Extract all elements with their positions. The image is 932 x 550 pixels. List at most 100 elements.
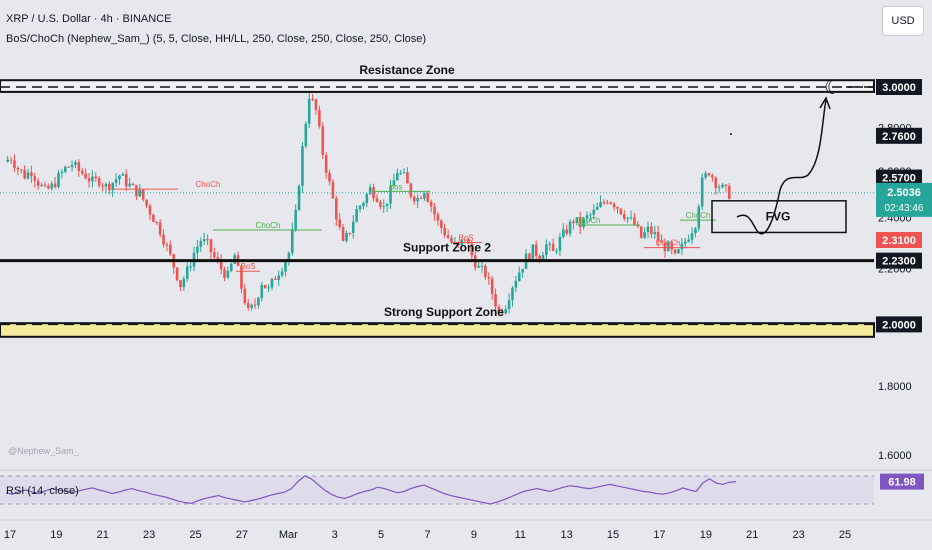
candle-body: [30, 172, 33, 177]
candle-body: [124, 174, 128, 187]
chart-pane[interactable]: [0, 0, 874, 470]
candle-body: [616, 207, 619, 209]
candle-body: [372, 187, 375, 199]
candle-body: [43, 184, 47, 186]
candle-body: [104, 183, 108, 187]
candle-body: [64, 166, 67, 172]
candle-body: [348, 232, 352, 234]
candle-body: [91, 176, 94, 182]
stray-dot: [730, 133, 732, 135]
candle-body: [9, 159, 13, 161]
candle-body: [74, 162, 77, 166]
candle-body: [575, 217, 579, 224]
candle-body: [155, 221, 159, 223]
structure-labels: ChoCh ChoCh BoS bos BoS ChoCh ChoCh ChoCh: [113, 180, 716, 272]
indicator-title[interactable]: BoS/ChoCh (Nephew_Sam_) (5, 5, Close, HH…: [6, 33, 427, 45]
candle-body: [389, 185, 392, 204]
candle-body: [392, 180, 396, 186]
candle-body: [602, 202, 606, 204]
currency-button[interactable]: USD: [882, 6, 924, 36]
price-mark-tag: [876, 316, 922, 333]
time-tick-label: 17: [4, 529, 16, 541]
last-price-tag: [876, 182, 932, 217]
candle-body: [490, 278, 494, 295]
candle-body: [724, 184, 728, 186]
candle-body: [223, 269, 226, 278]
candle-body: [507, 300, 511, 310]
time-tick-label: 13: [561, 529, 573, 541]
candle-body: [406, 172, 409, 184]
candle-body: [70, 165, 74, 167]
candle-body: [331, 181, 335, 199]
candle-body: [324, 154, 328, 173]
candle-body: [209, 239, 213, 253]
candle-body: [169, 244, 172, 255]
candle-body: [446, 235, 450, 238]
candle-body: [280, 271, 284, 276]
candle-body: [595, 206, 599, 210]
candle-body: [362, 203, 365, 206]
candle-body: [717, 187, 721, 189]
price-mark-tag: [876, 252, 922, 269]
candle-body: [619, 208, 623, 215]
candle-body: [494, 294, 497, 307]
candle-body: [690, 233, 694, 240]
candle-body: [135, 185, 138, 197]
candle-body: [358, 205, 362, 210]
candle-body: [307, 98, 311, 124]
strong-support-zone-box: [0, 322, 875, 338]
structure-label: BoS: [458, 234, 473, 243]
candle-body: [606, 202, 609, 204]
candle-body: [558, 236, 562, 251]
time-tick-label: 17: [653, 529, 665, 541]
price-mark-label: 3.0000: [882, 82, 916, 94]
symbol-title: XRP / U.S. Dollar · 4h · BINANCE: [6, 13, 172, 25]
candle-body: [440, 220, 443, 228]
candle-body: [484, 265, 487, 278]
rsi-series-line: [5, 475, 737, 505]
price-mark-label: 2.2300: [882, 256, 916, 268]
candle-body: [382, 205, 386, 207]
structure-label: bos: [390, 182, 403, 191]
rsi-line: 61.98: [5, 473, 924, 505]
candle-body: [423, 193, 426, 199]
candle-body: [568, 221, 572, 234]
candle-body: [704, 173, 707, 178]
candle-body: [158, 222, 162, 235]
candle-body: [16, 167, 20, 170]
time-tick-label: 3: [332, 529, 338, 541]
candle-body: [138, 189, 142, 197]
candle-body: [531, 244, 535, 260]
price-mark-label: 2.0000: [882, 319, 916, 331]
candle-body: [213, 252, 216, 258]
candle-body: [436, 214, 440, 221]
candle-body: [548, 243, 552, 245]
candle-body: [40, 184, 43, 186]
candle-body: [538, 256, 541, 260]
price-mark-tag: [876, 79, 922, 95]
projection-path: [736, 99, 827, 235]
time-tick-label: 5: [378, 529, 384, 541]
candle-body: [673, 249, 677, 254]
candle-body: [433, 206, 436, 215]
time-tick-label: 23: [792, 529, 804, 541]
candle-body: [534, 244, 538, 257]
price-mark-label: 2.5700: [882, 173, 916, 185]
candle-body: [467, 240, 470, 244]
candle-body: [162, 234, 165, 245]
candle-body: [270, 278, 274, 288]
candle-body: [582, 218, 585, 228]
candle-body: [565, 229, 568, 234]
rsi-label[interactable]: RSI (14, close): [6, 485, 79, 497]
candle-body: [97, 178, 101, 186]
candle-body: [714, 177, 718, 188]
candle-body: [297, 185, 301, 210]
candle-body: [304, 123, 308, 147]
candle-body: [697, 206, 701, 229]
time-tick-label: 21: [97, 529, 109, 541]
candle-body: [545, 244, 548, 256]
candle-body: [33, 176, 37, 181]
structure-label: BoS: [240, 262, 255, 271]
